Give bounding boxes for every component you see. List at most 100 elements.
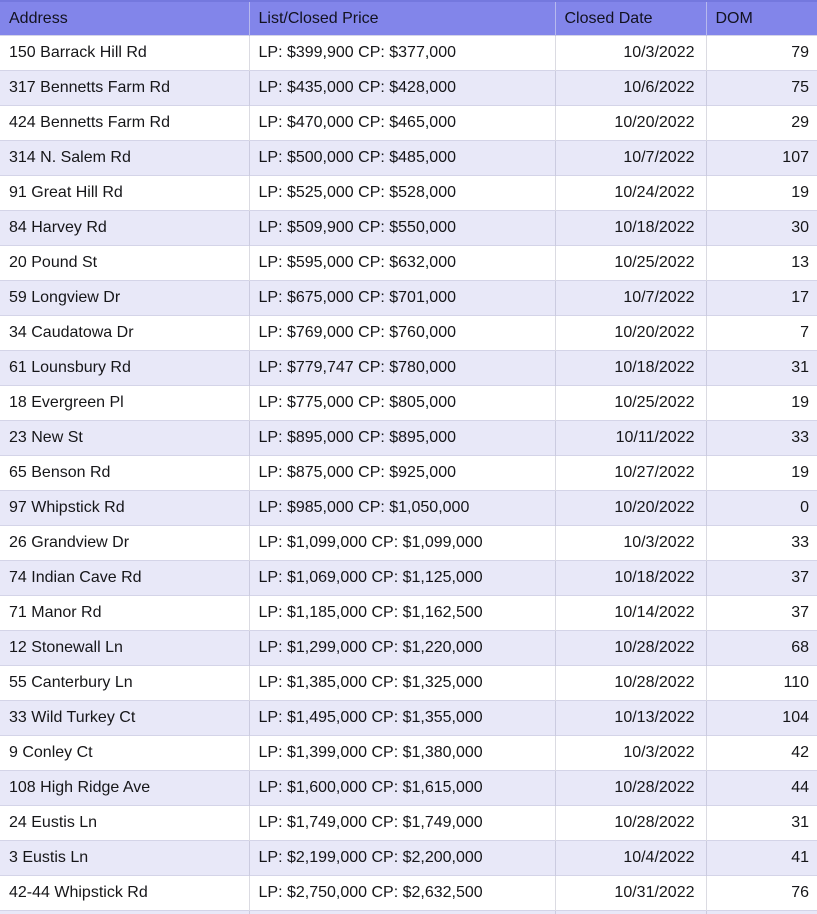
cell-address[interactable]: 317 Bennetts Farm Rd: [0, 71, 249, 106]
cell-address[interactable]: 61 Lounsbury Rd: [0, 351, 249, 386]
cell-address[interactable]: 84 Harvey Rd: [0, 211, 249, 246]
cell-dom[interactable]: 13: [706, 246, 817, 281]
cell-closed-date[interactable]: 10/3/2022: [555, 736, 706, 771]
cell-price[interactable]: LP: $470,000 CP: $465,000: [249, 106, 555, 141]
cell-dom[interactable]: 29: [706, 106, 817, 141]
cell-closed-date[interactable]: 10/25/2022: [555, 386, 706, 421]
cell-dom[interactable]: 68: [706, 631, 817, 666]
cell-price[interactable]: LP: $1,600,000 CP: $1,615,000: [249, 771, 555, 806]
cell-closed-date[interactable]: 10/4/2022: [555, 841, 706, 876]
cell-address[interactable]: 24 Eustis Ln: [0, 806, 249, 841]
cell-dom[interactable]: 110: [706, 666, 817, 701]
cell-dom[interactable]: 30: [706, 211, 817, 246]
cell-price[interactable]: LP: $2,750,000 CP: $2,632,500: [249, 876, 555, 911]
cell-price[interactable]: LP: $775,000 CP: $805,000: [249, 386, 555, 421]
cell-address[interactable]: 42-44 Whipstick Rd: [0, 876, 249, 911]
cell-address[interactable]: 33 Wild Turkey Ct: [0, 701, 249, 736]
cell-address[interactable]: 34 Caudatowa Dr: [0, 316, 249, 351]
cell-address[interactable]: 424 Bennetts Farm Rd: [0, 106, 249, 141]
cell-price[interactable]: LP: $1,495,000 CP: $1,355,000: [249, 701, 555, 736]
cell-closed-date[interactable]: 10/11/2022: [555, 421, 706, 456]
cell-dom[interactable]: 41: [706, 841, 817, 876]
cell-price[interactable]: LP: $500,000 CP: $485,000: [249, 141, 555, 176]
cell-dom[interactable]: 75: [706, 71, 817, 106]
cell-dom[interactable]: 0: [706, 491, 817, 526]
cell-address[interactable]: 20 Pound St: [0, 246, 249, 281]
cell-price[interactable]: LP: $1,749,000 CP: $1,749,000: [249, 806, 555, 841]
cell-price[interactable]: LP: $985,000 CP: $1,050,000: [249, 491, 555, 526]
cell-closed-date[interactable]: 10/28/2022: [555, 771, 706, 806]
cell-closed-date[interactable]: 10/18/2022: [555, 351, 706, 386]
cell-price[interactable]: LP: $1,399,000 CP: $1,380,000: [249, 736, 555, 771]
cell-price[interactable]: LP: $525,000 CP: $528,000: [249, 176, 555, 211]
cell-price[interactable]: LP: $675,000 CP: $701,000: [249, 281, 555, 316]
cell-closed-date[interactable]: 10/7/2022: [555, 141, 706, 176]
cell-dom[interactable]: 31: [706, 806, 817, 841]
cell-dom[interactable]: 19: [706, 456, 817, 491]
cell-address[interactable]: 150 Barrack Hill Rd: [0, 36, 249, 71]
cell-address[interactable]: 91 Great Hill Rd: [0, 176, 249, 211]
cell-closed-date[interactable]: 10/18/2022: [555, 561, 706, 596]
col-header-price[interactable]: List/Closed Price: [249, 1, 555, 36]
cell-dom[interactable]: 33: [706, 526, 817, 561]
cell-dom[interactable]: 76: [706, 876, 817, 911]
col-header-address[interactable]: Address: [0, 1, 249, 36]
cell-price[interactable]: LP: $1,385,000 CP: $1,325,000: [249, 666, 555, 701]
cell-closed-date[interactable]: 10/28/2022: [555, 666, 706, 701]
cell-closed-date[interactable]: 10/3/2022: [555, 36, 706, 71]
cell-price[interactable]: LP: $435,000 CP: $428,000: [249, 71, 555, 106]
cell-address[interactable]: 12 Stonewall Ln: [0, 631, 249, 666]
cell-price[interactable]: LP: $875,000 CP: $925,000: [249, 456, 555, 491]
cell-closed-date[interactable]: 10/28/2022: [555, 806, 706, 841]
cell-closed-date[interactable]: 10/14/2022: [555, 596, 706, 631]
cell-address[interactable]: 23 New St: [0, 421, 249, 456]
col-header-closed-date[interactable]: Closed Date: [555, 1, 706, 36]
cell-closed-date[interactable]: 10/28/2022: [555, 631, 706, 666]
cell-price[interactable]: LP: $2,199,000 CP: $2,200,000: [249, 841, 555, 876]
cell-address[interactable]: 97 Whipstick Rd: [0, 491, 249, 526]
cell-closed-date[interactable]: 10/18/2022: [555, 211, 706, 246]
cell-price[interactable]: LP: $595,000 CP: $632,000: [249, 246, 555, 281]
col-header-dom[interactable]: DOM: [706, 1, 817, 36]
cell-price[interactable]: LP: $399,900 CP: $377,000: [249, 36, 555, 71]
cell-price[interactable]: LP: $1,069,000 CP: $1,125,000: [249, 561, 555, 596]
cell-dom[interactable]: 37: [706, 561, 817, 596]
cell-address[interactable]: 3 Eustis Ln: [0, 841, 249, 876]
cell-price[interactable]: LP: $1,299,000 CP: $1,220,000: [249, 631, 555, 666]
cell-address[interactable]: 18 Evergreen Pl: [0, 386, 249, 421]
cell-address[interactable]: 26 Grandview Dr: [0, 526, 249, 561]
cell-address[interactable]: 108 High Ridge Ave: [0, 771, 249, 806]
cell-dom[interactable]: 42: [706, 736, 817, 771]
cell-closed-date[interactable]: 10/3/2022: [555, 526, 706, 561]
cell-dom[interactable]: 7: [706, 316, 817, 351]
cell-closed-date[interactable]: 10/25/2022: [555, 246, 706, 281]
cell-price[interactable]: LP: $779,747 CP: $780,000: [249, 351, 555, 386]
cell-closed-date[interactable]: 10/13/2022: [555, 701, 706, 736]
cell-closed-date[interactable]: 10/31/2022: [555, 876, 706, 911]
cell-address[interactable]: 74 Indian Cave Rd: [0, 561, 249, 596]
cell-dom[interactable]: 104: [706, 701, 817, 736]
cell-dom[interactable]: 44: [706, 771, 817, 806]
cell-address[interactable]: 71 Manor Rd: [0, 596, 249, 631]
cell-closed-date[interactable]: 10/20/2022: [555, 106, 706, 141]
cell-closed-date[interactable]: 10/24/2022: [555, 176, 706, 211]
cell-price[interactable]: LP: $769,000 CP: $760,000: [249, 316, 555, 351]
cell-address[interactable]: 314 N. Salem Rd: [0, 141, 249, 176]
cell-dom[interactable]: 79: [706, 36, 817, 71]
cell-address[interactable]: 65 Benson Rd: [0, 456, 249, 491]
cell-address[interactable]: 59 Longview Dr: [0, 281, 249, 316]
cell-closed-date[interactable]: 10/6/2022: [555, 71, 706, 106]
cell-closed-date[interactable]: 10/20/2022: [555, 316, 706, 351]
cell-closed-date[interactable]: 10/20/2022: [555, 491, 706, 526]
cell-closed-date[interactable]: 10/27/2022: [555, 456, 706, 491]
cell-address[interactable]: 9 Conley Ct: [0, 736, 249, 771]
cell-dom[interactable]: 19: [706, 386, 817, 421]
cell-dom[interactable]: 31: [706, 351, 817, 386]
cell-dom[interactable]: 33: [706, 421, 817, 456]
cell-price[interactable]: LP: $1,099,000 CP: $1,099,000: [249, 526, 555, 561]
cell-dom[interactable]: 37: [706, 596, 817, 631]
cell-closed-date[interactable]: 10/7/2022: [555, 281, 706, 316]
cell-price[interactable]: LP: $509,900 CP: $550,000: [249, 211, 555, 246]
cell-price[interactable]: LP: $1,185,000 CP: $1,162,500: [249, 596, 555, 631]
cell-price[interactable]: LP: $895,000 CP: $895,000: [249, 421, 555, 456]
